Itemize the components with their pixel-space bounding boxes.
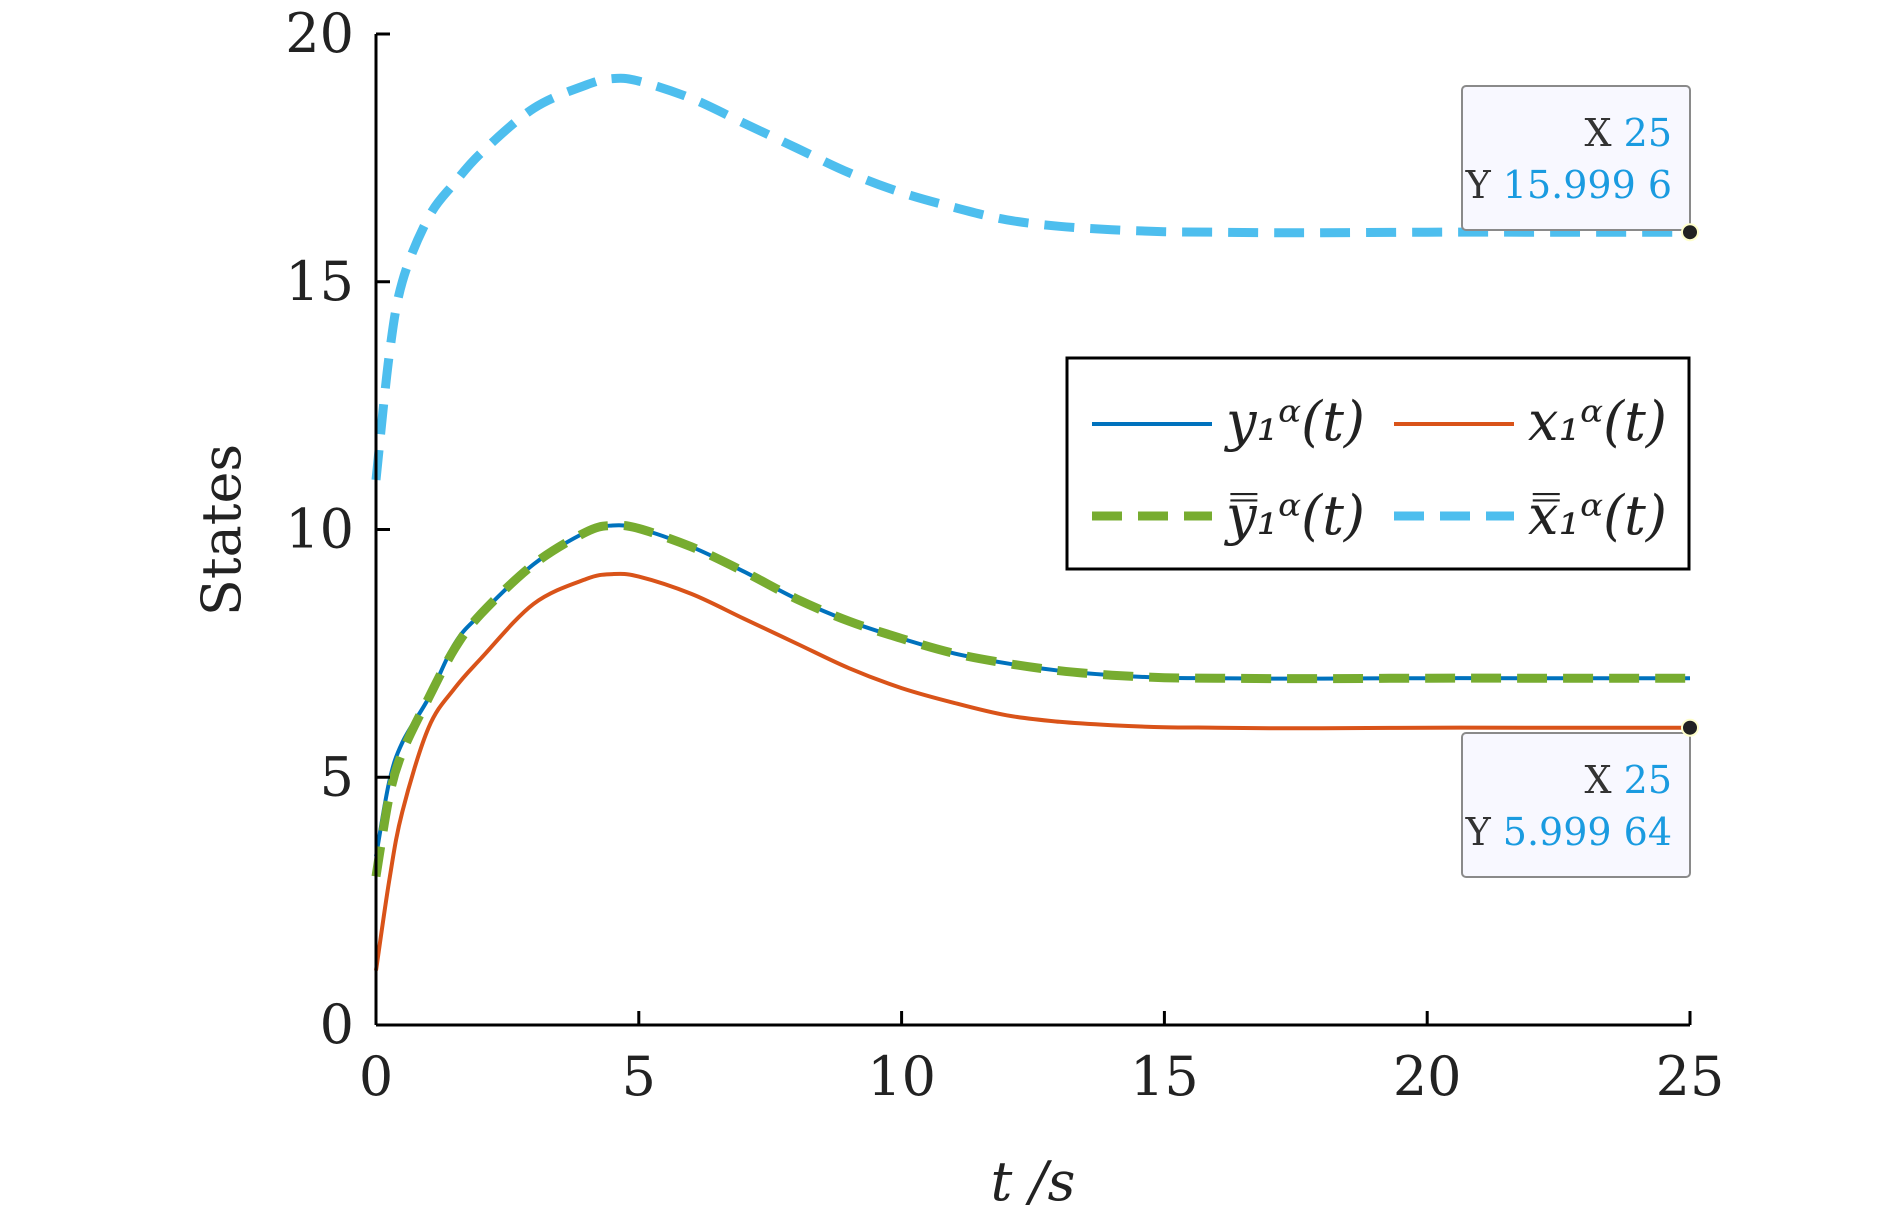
legend: y₁ᵅ(t) x₁ᵅ(t) y̿₁ᵅ(t) x̿₁ᵅ(t) — [1065, 356, 1691, 571]
y-tick-label-1: 5 — [320, 745, 354, 808]
datatip-x-0: X 25 — [1585, 111, 1673, 155]
legend-label-x1: x₁ᵅ(t) — [1528, 390, 1667, 453]
y-tick-label-4: 20 — [285, 2, 354, 65]
x-tick-label-0: 0 — [359, 1045, 393, 1108]
datatip-box-0 — [1461, 85, 1691, 231]
y-axis-title: States — [190, 444, 253, 616]
series-ybar1 — [371, 520, 1690, 878]
legend-label-xbar1: x̿₁ᵅ(t) — [1528, 484, 1667, 547]
datatip-marker-0 — [1681, 223, 1699, 242]
datatip-y-0: Y 15.999 6 — [1465, 163, 1672, 207]
x-tick-label-3: 15 — [1130, 1045, 1199, 1108]
datatip-x-1: X 25 — [1585, 758, 1673, 802]
x-tick-label-1: 5 — [622, 1045, 656, 1108]
series-x1 — [374, 571, 1690, 971]
datatip-marker-1 — [1681, 718, 1699, 737]
datatip-y-1: Y 5.999 64 — [1465, 810, 1672, 854]
y-tick-label-0: 0 — [320, 993, 354, 1056]
datatip-box-1 — [1461, 732, 1691, 878]
series-layer — [371, 73, 1691, 971]
y-tick-label-2: 10 — [285, 498, 354, 561]
y-tick-label-3: 15 — [285, 250, 354, 313]
legend-box — [1065, 356, 1691, 571]
series-xbar1 — [371, 73, 1691, 481]
x-tick-label-2: 10 — [867, 1045, 936, 1108]
x-axis-title: t /s — [991, 1150, 1076, 1207]
legend-label-y1: y₁ᵅ(t) — [1224, 390, 1365, 453]
datatips: X 25 Y 15.999 6 X 25 Y 5.999 64 — [1461, 85, 1699, 878]
x-tick-label-4: 20 — [1393, 1045, 1462, 1108]
legend-label-ybar1: y̿₁ᵅ(t) — [1224, 484, 1365, 547]
ticks: 0 5 10 15 20 25 0 5 10 15 20 — [285, 2, 1724, 1108]
x-tick-label-5: 25 — [1656, 1045, 1725, 1108]
